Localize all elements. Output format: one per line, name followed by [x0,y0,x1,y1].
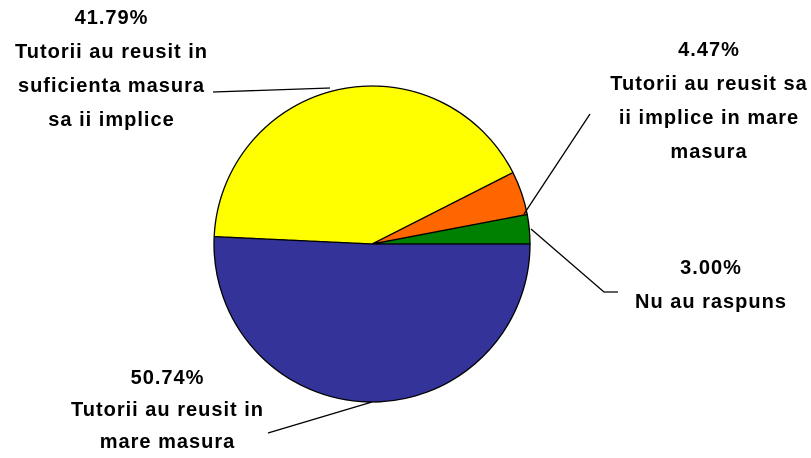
leader-line [530,228,618,293]
category-label: Tutorii au reusit in suficienta masura s… [15,41,208,131]
value-label: 3.00% [680,257,742,279]
category-label: Tutorii au reusit in mare masura [71,399,264,453]
slice-label: 3.00% Nu au raspuns [606,251,811,319]
pie-slice [213,85,514,245]
slice-label: 50.74% Tutorii au reusit in mare masura [60,362,275,458]
value-label: 4.47% [678,39,740,61]
slice-label: 4.47% Tutorii au reusit sa ii implice in… [604,33,811,169]
leader-line [267,401,373,434]
value-label: 41.79% [74,7,149,29]
slice-label: 41.79% Tutorii au reusit in suficienta m… [4,1,219,137]
category-label: Nu au raspuns [635,291,787,313]
leader-line [523,113,591,215]
leader-line [212,87,331,93]
leader-lines [212,87,618,434]
value-label: 50.74% [130,367,205,389]
category-label: Tutorii au reusit sa ii implice in mare … [610,73,808,163]
slices [213,85,531,403]
pie-slice [213,235,531,403]
